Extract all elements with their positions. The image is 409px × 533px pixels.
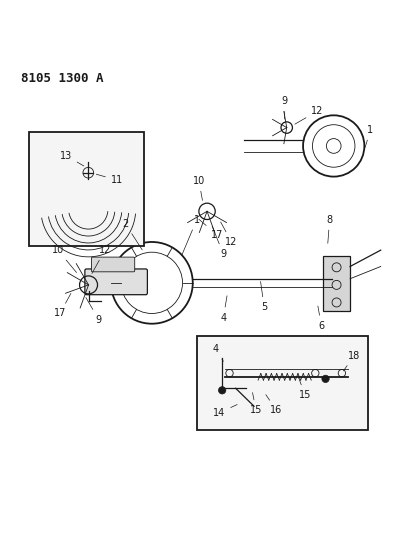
Text: 12: 12 xyxy=(294,106,323,124)
FancyBboxPatch shape xyxy=(91,257,135,272)
Bar xyxy=(323,256,349,311)
Text: 10: 10 xyxy=(192,176,204,200)
Text: 4: 4 xyxy=(211,344,223,361)
Text: 15: 15 xyxy=(297,376,310,400)
Text: 8: 8 xyxy=(326,214,332,243)
Text: 10: 10 xyxy=(52,245,76,272)
Text: 13: 13 xyxy=(60,150,84,166)
Text: 18: 18 xyxy=(343,351,360,371)
Bar xyxy=(196,336,368,430)
Text: 15: 15 xyxy=(249,393,262,415)
Text: 11: 11 xyxy=(96,174,123,185)
Text: 8105 1300 A: 8105 1300 A xyxy=(21,72,103,85)
Text: 12: 12 xyxy=(92,245,111,273)
FancyBboxPatch shape xyxy=(85,269,147,295)
Circle shape xyxy=(218,386,225,394)
Text: 16: 16 xyxy=(265,394,282,415)
Text: 14: 14 xyxy=(213,405,237,418)
Circle shape xyxy=(321,375,328,383)
Text: 9: 9 xyxy=(211,226,226,259)
Text: 17: 17 xyxy=(54,294,71,319)
Text: 17: 17 xyxy=(198,219,223,240)
Text: 1: 1 xyxy=(181,214,200,256)
Text: 9: 9 xyxy=(85,297,101,325)
Text: 12: 12 xyxy=(220,222,237,247)
Text: 1: 1 xyxy=(364,125,373,148)
Text: 2: 2 xyxy=(122,219,142,250)
Text: 6: 6 xyxy=(317,306,324,331)
Text: 9: 9 xyxy=(281,96,287,119)
Text: 4: 4 xyxy=(220,296,227,322)
Bar xyxy=(29,132,144,246)
Text: 5: 5 xyxy=(260,281,267,312)
